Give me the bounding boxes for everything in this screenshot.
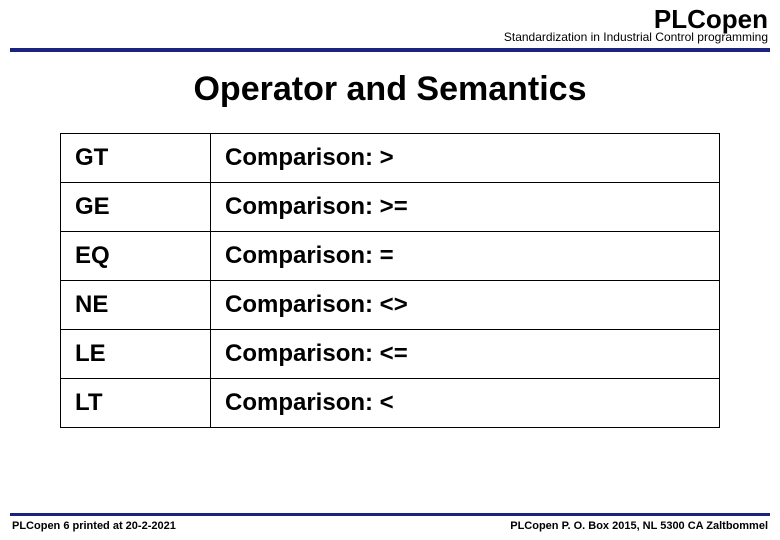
semantics-cell: Comparison: > (211, 134, 720, 183)
slide-footer: PLCopen 6 printed at 20-2-2021 PLCopen P… (10, 513, 770, 532)
semantics-cell: Comparison: < (211, 379, 720, 428)
semantics-cell: Comparison: = (211, 232, 720, 281)
operator-table-wrap: GTComparison: >GEComparison: >=EQCompari… (60, 133, 720, 428)
operator-cell: LT (61, 379, 211, 428)
operator-cell: LE (61, 330, 211, 379)
slide-header: PLCopen Standardization in Industrial Co… (0, 0, 780, 44)
operator-cell: GT (61, 134, 211, 183)
semantics-cell: Comparison: <> (211, 281, 720, 330)
operator-cell: EQ (61, 232, 211, 281)
brand-name: PLCopen (12, 6, 768, 32)
table-row: LTComparison: < (61, 379, 720, 428)
semantics-cell: Comparison: <= (211, 330, 720, 379)
table-row: LEComparison: <= (61, 330, 720, 379)
table-row: GEComparison: >= (61, 183, 720, 232)
footer-left: PLCopen 6 printed at 20-2-2021 (12, 520, 176, 532)
slide-title: Operator and Semantics (0, 70, 780, 109)
operator-cell: GE (61, 183, 211, 232)
table-row: NEComparison: <> (61, 281, 720, 330)
operator-cell: NE (61, 281, 211, 330)
brand-tagline: Standardization in Industrial Control pr… (12, 30, 768, 44)
semantics-cell: Comparison: >= (211, 183, 720, 232)
header-rule (10, 48, 770, 52)
table-row: EQComparison: = (61, 232, 720, 281)
operator-table: GTComparison: >GEComparison: >=EQCompari… (60, 133, 720, 428)
table-row: GTComparison: > (61, 134, 720, 183)
footer-right: PLCopen P. O. Box 2015, NL 5300 CA Zaltb… (510, 520, 768, 532)
footer-rule (10, 513, 770, 516)
